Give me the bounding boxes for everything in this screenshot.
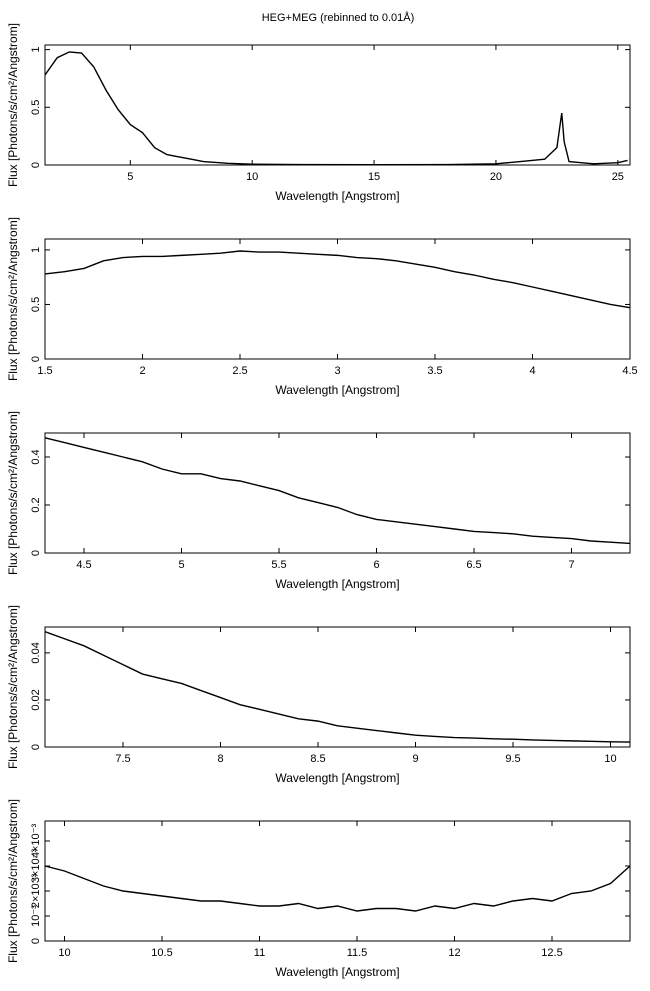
x-axis-label: Wavelength [Angstrom] bbox=[275, 383, 399, 397]
y-tick-label: 1 bbox=[30, 47, 42, 53]
y-tick-label: 0.4 bbox=[30, 449, 42, 464]
plot-frame bbox=[44, 626, 631, 748]
x-tick-label: 5.5 bbox=[271, 559, 286, 571]
x-tick-label: 10 bbox=[246, 171, 258, 183]
x-tick-label: 2.5 bbox=[232, 365, 247, 377]
x-tick-label: 1.5 bbox=[37, 365, 52, 377]
y-tick-label: 3×10⁻³ bbox=[30, 849, 42, 884]
x-tick-label: 7.5 bbox=[115, 753, 130, 765]
x-axis-label: Wavelength [Angstrom] bbox=[275, 965, 399, 979]
x-tick-label: 20 bbox=[490, 171, 502, 183]
x-tick-label: 10 bbox=[604, 753, 616, 765]
y-tick-label: 0 bbox=[30, 550, 42, 556]
x-tick-label: 8.5 bbox=[310, 753, 325, 765]
spectrum-line bbox=[44, 51, 628, 166]
x-tick-label: 5 bbox=[127, 171, 133, 183]
x-tick-label: 7 bbox=[568, 559, 574, 571]
x-tick-label: 8 bbox=[217, 753, 223, 765]
y-axis-label: Flux [Photons/s/cm²/Angstrom] bbox=[6, 217, 20, 381]
x-tick-label: 11.5 bbox=[347, 947, 368, 959]
y-axis-label: Flux [Photons/s/cm²/Angstrom] bbox=[6, 23, 20, 187]
spectrum-line bbox=[44, 250, 631, 309]
y-axis-label: Flux [Photons/s/cm²/Angstrom] bbox=[6, 411, 20, 575]
y-tick-label: 0.5 bbox=[30, 297, 42, 312]
x-tick-label: 4 bbox=[529, 365, 535, 377]
x-tick-label: 4.5 bbox=[76, 559, 91, 571]
chart-title: HEG+MEG (rebinned to 0.01Å) bbox=[262, 11, 415, 24]
y-tick-label: 0 bbox=[30, 938, 42, 944]
x-axis-label: Wavelength [Angstrom] bbox=[275, 771, 399, 785]
x-tick-label: 5 bbox=[178, 559, 184, 571]
y-axis-label: Flux [Photons/s/cm²/Angstrom] bbox=[6, 605, 20, 769]
x-axis-label: Wavelength [Angstrom] bbox=[275, 189, 399, 203]
x-tick-label: 9 bbox=[412, 753, 418, 765]
x-axis-label: Wavelength [Angstrom] bbox=[275, 577, 399, 591]
x-tick-label: 25 bbox=[612, 171, 624, 183]
y-tick-label: 0.04 bbox=[30, 642, 42, 663]
y-tick-label: 0.2 bbox=[30, 497, 42, 512]
x-tick-label: 6 bbox=[373, 559, 379, 571]
plot-frame bbox=[44, 820, 631, 942]
x-tick-label: 12 bbox=[448, 947, 460, 959]
y-tick-label: 0 bbox=[30, 744, 42, 750]
x-tick-label: 3.5 bbox=[427, 365, 442, 377]
x-tick-label: 6.5 bbox=[466, 559, 481, 571]
plot-frame bbox=[44, 432, 631, 554]
x-tick-label: 4.5 bbox=[622, 365, 637, 377]
y-tick-label: 4×10⁻³ bbox=[30, 824, 42, 859]
x-tick-label: 10 bbox=[58, 947, 70, 959]
y-tick-label: 1 bbox=[30, 247, 42, 253]
x-tick-label: 12.5 bbox=[541, 947, 562, 959]
x-tick-label: 11 bbox=[254, 947, 265, 959]
plot-frame bbox=[44, 44, 631, 166]
spectrum-line bbox=[44, 865, 631, 912]
y-tick-label: 0 bbox=[30, 162, 42, 168]
spectrum-line bbox=[44, 631, 631, 743]
y-tick-label: 0 bbox=[30, 356, 42, 362]
x-tick-label: 10.5 bbox=[151, 947, 172, 959]
y-tick-label: 2×10⁻³ bbox=[30, 874, 42, 909]
x-tick-label: 2 bbox=[139, 365, 145, 377]
y-tick-label: 0.02 bbox=[30, 689, 42, 710]
x-tick-label: 15 bbox=[368, 171, 380, 183]
spectrum-line bbox=[44, 437, 631, 545]
y-tick-label: 10⁻³ bbox=[30, 905, 42, 927]
y-axis-label: Flux [Photons/s/cm²/Angstrom] bbox=[6, 799, 20, 963]
x-tick-label: 3 bbox=[334, 365, 340, 377]
y-tick-label: 0.5 bbox=[30, 100, 42, 115]
x-tick-label: 9.5 bbox=[505, 753, 520, 765]
